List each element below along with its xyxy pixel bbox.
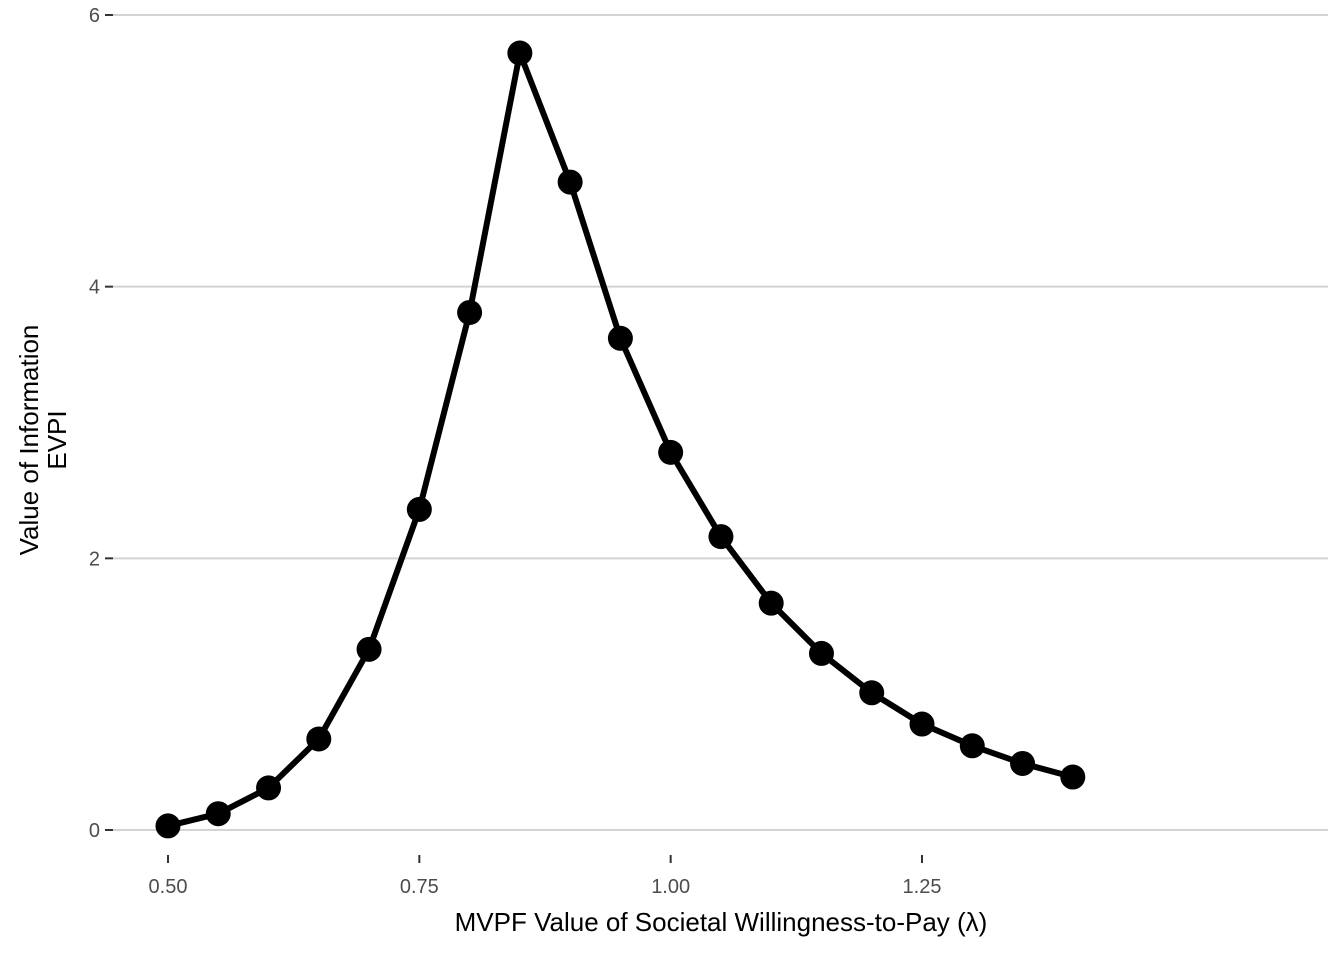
data-point bbox=[256, 775, 282, 801]
y-tick-label: 6 bbox=[89, 5, 100, 27]
data-point bbox=[607, 325, 633, 351]
data-point bbox=[909, 711, 935, 737]
x-tick-label: 1.00 bbox=[651, 876, 690, 898]
data-point bbox=[1060, 764, 1086, 790]
y-tick-label: 0 bbox=[89, 820, 100, 842]
data-point bbox=[205, 801, 231, 827]
x-tick-label: 0.50 bbox=[149, 876, 188, 898]
data-point bbox=[959, 733, 985, 759]
data-point bbox=[708, 524, 734, 550]
y-axis-title-line-2: EVPI bbox=[42, 410, 72, 469]
x-tick-label: 1.25 bbox=[903, 876, 942, 898]
data-point bbox=[758, 590, 784, 616]
data-points bbox=[155, 40, 1086, 839]
y-tick-label: 2 bbox=[89, 548, 100, 570]
data-point bbox=[859, 680, 885, 706]
data-point bbox=[457, 299, 483, 325]
data-point bbox=[808, 640, 834, 666]
data-point bbox=[406, 496, 432, 522]
series-line-group bbox=[165, 50, 1076, 829]
data-point bbox=[306, 726, 332, 752]
x-axis-ticks: 0.50 0.75 1.00 1.25 bbox=[149, 855, 942, 898]
y-axis-title: Value of Information EVPI bbox=[14, 325, 72, 556]
y-tick-label: 4 bbox=[89, 277, 100, 299]
data-point bbox=[1010, 750, 1036, 776]
series-line bbox=[165, 50, 1076, 829]
y-axis-title-line-1: Value of Information bbox=[14, 325, 44, 556]
data-point bbox=[155, 813, 181, 839]
data-point bbox=[356, 636, 382, 662]
x-axis-title: MVPF Value of Societal Willingness-to-Pa… bbox=[455, 907, 988, 937]
data-point bbox=[557, 169, 583, 195]
data-point bbox=[507, 40, 533, 66]
y-axis-ticks: 0 2 4 6 bbox=[89, 5, 113, 842]
x-tick-label: 0.75 bbox=[400, 876, 439, 898]
data-point bbox=[658, 439, 684, 465]
gridlines bbox=[113, 14, 1328, 831]
